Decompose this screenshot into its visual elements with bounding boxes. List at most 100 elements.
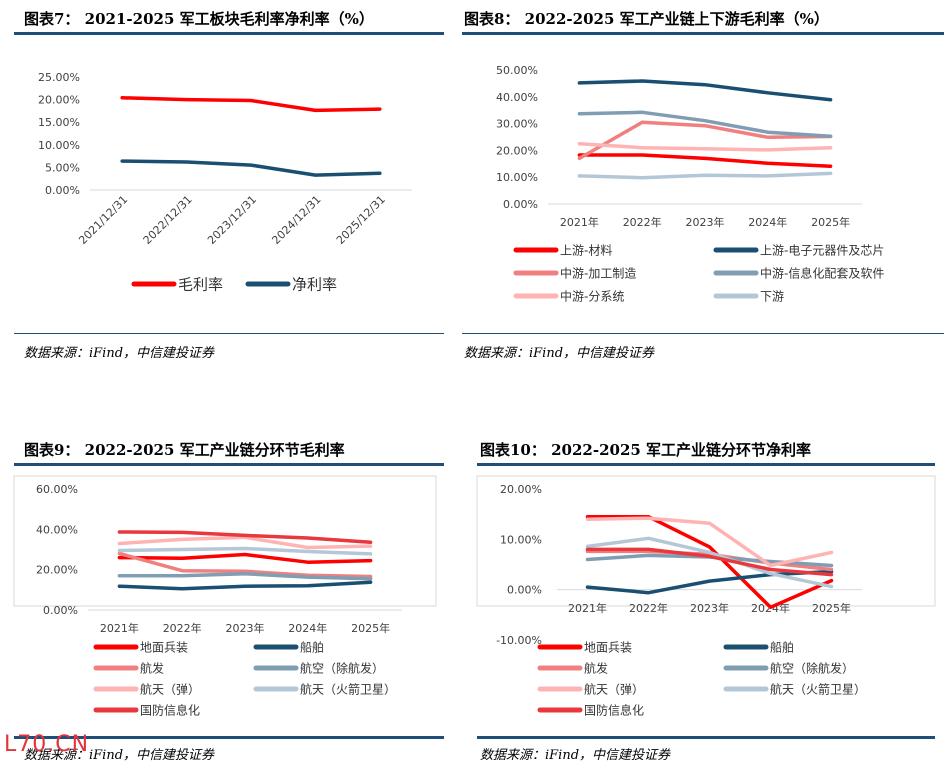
chart9-xtick-label: 2024年	[288, 621, 327, 635]
chart9-xtick-label: 2022年	[163, 621, 202, 635]
chart10-xtick-label: 2023年	[690, 601, 729, 615]
chart9-ytick-label: 0.00%	[43, 604, 78, 617]
chart9-series-line	[117, 530, 373, 544]
source-8: 数据来源：iFind，中信建投证券	[464, 346, 655, 361]
chart7-series-line	[120, 96, 382, 113]
chart9-legend-label: 航天（弹）	[140, 682, 200, 697]
rule-bottom-9	[14, 736, 444, 739]
chart8-xtick-label: 2024年	[748, 215, 787, 229]
chart9-series-line	[117, 535, 373, 550]
chart8-series-line	[577, 120, 833, 161]
chart7-xtick-label: 2022/12/31	[141, 193, 195, 247]
chart10-series-line	[585, 547, 834, 577]
chart9-series-line	[117, 546, 373, 556]
chart10-xtick-label: 2021年	[568, 601, 607, 615]
chart7-xtick-label: 2021/12/31	[76, 193, 130, 247]
chart8-ytick-label: 50.00%	[496, 64, 538, 77]
chart8-legend-label: 下游	[760, 290, 784, 304]
chart8-legend-label: 中游-分系统	[560, 289, 624, 304]
chart8-legend-label: 中游-信息化配套及软件	[760, 266, 884, 281]
chart10-series-line	[585, 549, 834, 572]
chart10-series-line	[585, 516, 834, 568]
chart9-legend-label: 航发	[140, 661, 164, 676]
rule-top-9	[14, 463, 444, 466]
chart9-series-line	[117, 552, 373, 564]
chart7-xtick-label: 2025/12/31	[334, 193, 388, 247]
chart9-legend-label: 船舶	[300, 640, 324, 655]
chart10-legend-label: 国防信息化	[584, 703, 644, 718]
chart9-ytick-label: 40.00%	[36, 523, 78, 536]
chart8-legend-label: 上游-材料	[560, 244, 612, 258]
panel-title-8: 图表8： 2022-2025 军工产业链上下游毛利率（%）	[464, 10, 829, 28]
chart10-xtick-label: 2025年	[812, 601, 851, 615]
chart7-xtick-label: 2023/12/31	[205, 193, 259, 247]
chart7-xtick-label: 2024/12/31	[269, 193, 323, 247]
chart10-ytick-label: 10.00%	[500, 533, 542, 546]
rule-bottom-8	[462, 333, 944, 334]
panel-title-7: 图表7： 2021-2025 军工板块毛利率净利率（%）	[24, 10, 374, 28]
panel-title-10: 图表10： 2022-2025 军工产业链分环节净利率	[480, 441, 812, 459]
chart9-frame	[13, 475, 437, 607]
chart8-series-line	[577, 153, 833, 168]
chart8-xtick-label: 2022年	[623, 215, 662, 229]
chart8-ytick-label: 30.00%	[496, 118, 538, 131]
chart8-ytick-label: 20.00%	[496, 144, 538, 157]
source-10: 数据来源：iFind，中信建投证券	[480, 748, 671, 763]
chart10-legend-label: 地面兵装	[584, 641, 632, 655]
chart10-legend-label: 航空（除航发）	[770, 661, 854, 676]
chart10-ytick-label: 0.00%	[507, 584, 542, 597]
chart9-xtick-label: 2021年	[100, 621, 139, 635]
rule-bottom-10	[477, 736, 935, 739]
chart9-xtick-label: 2025年	[351, 621, 390, 635]
chart10-series-line	[585, 536, 834, 589]
chart9-ytick-label: 20.00%	[36, 564, 78, 577]
chart8-ytick-label: 10.00%	[496, 171, 538, 184]
chart9-legend-label: 国防信息化	[140, 703, 200, 718]
chart7-ytick-label: 10.00%	[38, 139, 80, 152]
chart10-ytick-label: 20.00%	[500, 483, 542, 496]
chart10-legend-label: 船舶	[770, 640, 794, 655]
chart8-series-line	[577, 141, 833, 152]
chart9-xtick-label: 2023年	[226, 621, 265, 635]
chart7-legend-label: 净利率	[292, 276, 337, 294]
chart8-xtick-label: 2023年	[686, 215, 725, 229]
rule-top-7	[14, 32, 444, 35]
chart9-legend-label: 航天（火箭卫星）	[300, 682, 396, 697]
chart7-ytick-label: 20.00%	[38, 94, 80, 107]
chart8-ytick-label: 0.00%	[503, 198, 538, 211]
chart7-ytick-label: 15.00%	[38, 116, 80, 129]
chart10-xtick-label: 2022年	[629, 601, 668, 615]
panel-title-9: 图表9： 2022-2025 军工产业链分环节毛利率	[24, 441, 345, 459]
chart8-ytick-label: 40.00%	[496, 91, 538, 104]
chart9-ytick-label: 60.00%	[36, 483, 78, 496]
chart10-legend-label: 航天（弹）	[584, 682, 644, 697]
chart10-series-line	[585, 514, 834, 610]
chart8-xtick-label: 2021年	[560, 215, 599, 229]
chart8-xtick-label: 2025年	[811, 215, 850, 229]
chart9-series-line	[117, 571, 373, 581]
chart9-series-line	[117, 551, 373, 579]
rule-top-10	[477, 463, 935, 466]
chart8-series-line	[577, 79, 833, 102]
source-7: 数据来源：iFind，中信建投证券	[24, 346, 215, 361]
chart9-legend-label: 航空（除航发）	[300, 661, 384, 676]
chart7-ytick-label: 25.00%	[38, 71, 80, 84]
chart8-series-line	[577, 110, 833, 138]
chart7-legend-label: 毛利率	[178, 276, 223, 294]
chart7-ytick-label: 5.00%	[45, 161, 80, 174]
chart8-series-line	[577, 171, 833, 180]
chart7-series-line	[120, 159, 382, 177]
chart10-ytick-label: -10.00%	[496, 634, 542, 647]
chart8-legend-label: 上游-电子元器件及芯片	[760, 244, 884, 258]
chart7-ytick-label: 0.00%	[45, 184, 80, 197]
chart10-legend-label: 航发	[584, 661, 608, 676]
chart10-frame	[476, 475, 936, 607]
watermark-text: L70.CN	[4, 732, 90, 757]
chart8-legend-label: 中游-加工制造	[560, 266, 636, 281]
rule-top-8	[462, 32, 944, 35]
chart10-legend-label: 航天（火箭卫星）	[770, 682, 866, 697]
chart9-legend-label: 地面兵装	[140, 641, 188, 655]
chart9-series-line	[117, 580, 373, 591]
rule-bottom-7	[14, 333, 444, 334]
